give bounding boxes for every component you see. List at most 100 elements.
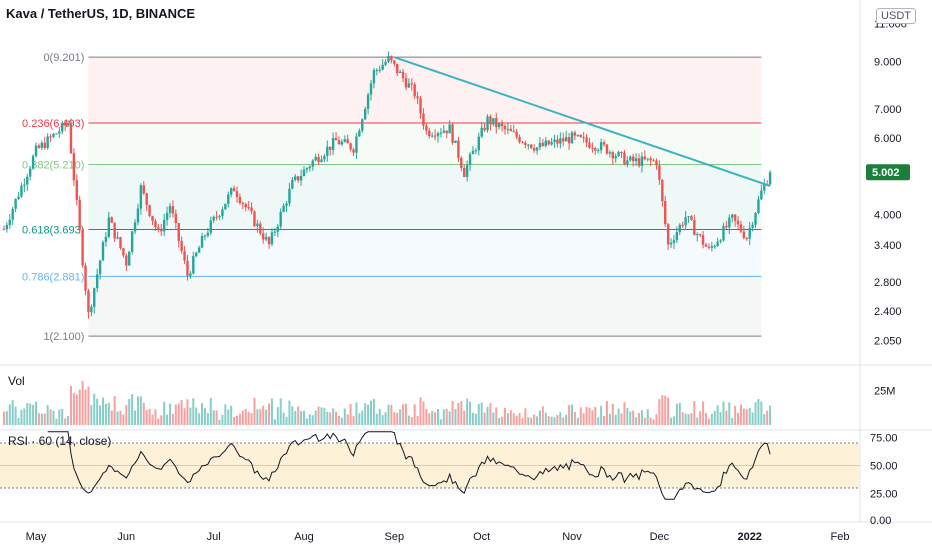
- candle-body: [398, 71, 402, 74]
- volume-bar: [556, 414, 559, 425]
- volume-bar: [349, 404, 352, 425]
- price-tick-label: 2.400: [874, 306, 902, 318]
- time-tick-label: May: [26, 531, 47, 543]
- candle-body: [58, 131, 61, 134]
- candle-body: [154, 221, 157, 228]
- candle-body: [116, 237, 119, 239]
- volume-bar: [358, 413, 361, 425]
- candle-body: [460, 157, 463, 168]
- rsi-tick-label: 75.00: [870, 432, 898, 444]
- volume-bar: [55, 418, 58, 425]
- candle-body: [570, 132, 574, 144]
- candle-body: [704, 244, 708, 247]
- volume-bar: [390, 404, 393, 425]
- volume-bar: [116, 411, 119, 425]
- volume-bar: [40, 413, 43, 425]
- volume-bar: [448, 411, 451, 425]
- candle-body: [687, 216, 690, 218]
- volume-bar: [303, 410, 305, 425]
- volume-bar: [501, 416, 504, 425]
- candle-body: [492, 118, 495, 125]
- volume-bar: [687, 414, 690, 425]
- volume-bar: [745, 409, 748, 425]
- volume-bar: [64, 418, 67, 425]
- candle-body: [31, 156, 35, 169]
- candle-body: [215, 216, 218, 218]
- volume-bar: [454, 408, 457, 425]
- rsi-line: [47, 431, 771, 500]
- candle-body: [731, 214, 734, 218]
- volume-label: Vol: [8, 374, 25, 388]
- volume-bar: [279, 398, 282, 425]
- candle-body: [247, 207, 250, 209]
- volume-bar: [739, 404, 742, 425]
- candle-body: [296, 176, 300, 181]
- candle-body: [436, 133, 440, 137]
- volume-bar: [230, 405, 233, 425]
- volume-bar: [323, 407, 326, 425]
- volume-bar: [515, 415, 518, 425]
- volume-bar: [37, 413, 40, 425]
- candle-body: [329, 146, 332, 150]
- volume-bar: [110, 410, 113, 425]
- candle-body: [573, 132, 577, 136]
- volume-bar: [419, 397, 422, 425]
- volume-bar: [134, 410, 137, 425]
- candle-body: [148, 205, 151, 216]
- volume-bar: [410, 417, 413, 425]
- candle-body: [681, 224, 684, 226]
- volume-bar: [431, 410, 434, 425]
- candle-body: [530, 144, 533, 149]
- volume-bar: [766, 410, 769, 425]
- candle-body: [34, 145, 38, 157]
- candle-body: [250, 207, 253, 212]
- candle-body: [75, 180, 78, 200]
- volume-bar: [725, 410, 728, 425]
- candle-body: [372, 70, 376, 84]
- candle-body: [626, 160, 629, 165]
- candle-body: [547, 140, 550, 145]
- candle-body: [448, 124, 451, 134]
- candle-body: [125, 255, 128, 266]
- fib-level-label: 0.786(2.881): [22, 271, 84, 283]
- candle-body: [430, 135, 434, 137]
- volume-bar: [87, 386, 90, 425]
- volume-bar: [442, 409, 445, 425]
- volume-bar: [757, 398, 760, 425]
- volume-bar: [93, 393, 96, 425]
- candle-body: [288, 188, 291, 204]
- candle-body: [11, 208, 14, 220]
- volume-bar: [649, 417, 652, 425]
- candle-body: [334, 138, 338, 141]
- currency-badge[interactable]: USDT: [876, 8, 916, 24]
- volume-bar: [171, 413, 174, 425]
- volume-bar: [102, 397, 104, 425]
- candle-body: [37, 145, 41, 148]
- candle-body: [390, 56, 393, 61]
- volume-bar: [603, 416, 606, 425]
- candle-body: [655, 160, 658, 166]
- volume-bar: [343, 408, 346, 425]
- volume-bar: [227, 409, 230, 425]
- candle-body: [192, 256, 195, 274]
- fib-level-label: 1(2.100): [43, 331, 84, 343]
- rsi-tick-label: 25.00: [870, 489, 898, 501]
- volume-bar: [308, 414, 311, 425]
- candle-body: [43, 142, 46, 149]
- candle-body: [710, 246, 714, 248]
- candle-body: [442, 130, 446, 133]
- volume-bar: [626, 407, 629, 425]
- candle-body: [599, 142, 603, 151]
- volume-bar: [297, 406, 300, 425]
- volume-bar: [623, 402, 626, 425]
- volume-bar: [2, 411, 5, 425]
- candle-body: [5, 224, 9, 230]
- volume-bar: [224, 404, 227, 425]
- candle-body: [78, 199, 81, 230]
- volume-bar: [585, 407, 588, 425]
- candle-body: [317, 156, 320, 162]
- candle-body: [128, 251, 131, 266]
- volume-bar: [294, 410, 297, 425]
- volume-bar: [640, 410, 643, 425]
